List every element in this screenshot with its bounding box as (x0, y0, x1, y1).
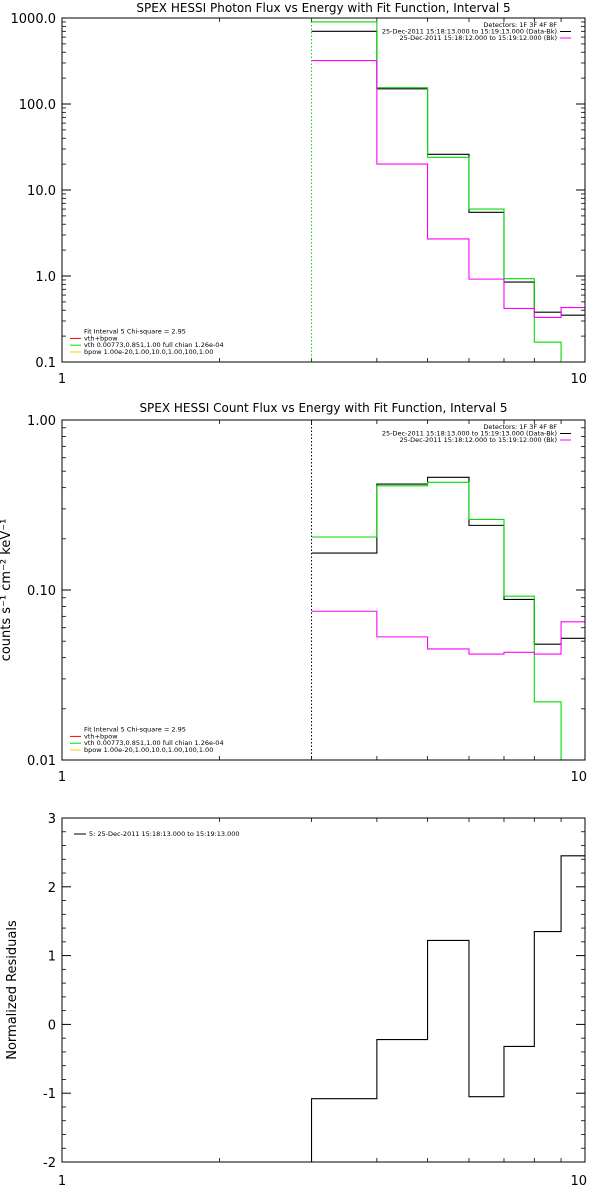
y-tick-label: 2 (48, 881, 56, 896)
series-line-1 (311, 476, 585, 645)
legend-entry: Fit Interval 5 Chi-square = 2.95 (84, 328, 186, 336)
y-axis-label: Normalized Residuals (5, 920, 20, 1060)
chart-title: SPEX HESSI Photon Flux vs Energy with Fi… (136, 1, 510, 15)
y-tick-label: 0.1 (35, 356, 56, 371)
y-tick-label: 10.0 (27, 184, 56, 199)
legend-entry: 25-Dec-2011 15:18:13.000 to 15:19:13.000… (382, 430, 557, 438)
y-tick-label: 0.10 (27, 584, 56, 599)
series-line-3 (311, 610, 585, 655)
chart-title: SPEX HESSI Count Flux vs Energy with Fit… (139, 401, 507, 415)
legend-entry: 25-Dec-2011 15:18:12.000 to 15:19:12.000… (400, 436, 558, 444)
x-tick-label: 1 (58, 372, 66, 387)
y-tick-label: -2 (43, 1156, 56, 1171)
minor-ticks (62, 18, 585, 362)
legend-entry: 25-Dec-2011 15:18:13.000 to 15:19:13.000… (382, 28, 557, 36)
legend-entry: bpow 1.00e-20,1.00,10.0,1.00,100,1.00 (84, 348, 213, 356)
legend-entry: Detectors: 1F 3F 4F 8F (483, 21, 557, 29)
y-tick-label: 1.0 (35, 270, 56, 285)
minor-ticks (62, 818, 585, 1162)
legend-entry: Detectors: 1F 3F 4F 8F (483, 423, 557, 431)
series-line-1 (310, 855, 585, 1162)
series-line-2 (311, 21, 585, 363)
legend-entry: 5: 25-Dec-2011 15:18:13.000 to 15:19:13.… (89, 830, 240, 838)
y-tick-label: 0 (48, 1018, 56, 1033)
legend-entry: 25-Dec-2011 15:18:12.000 to 15:19:12.000… (400, 34, 558, 42)
y-tick-label: 100.0 (19, 98, 56, 113)
x-tick-label: 10 (570, 770, 587, 785)
legend-entry: vth+bpow (84, 732, 118, 740)
series-line-2 (311, 481, 585, 761)
x-tick-label: 1 (58, 1174, 66, 1189)
chart-panel-1: SPEX HESSI Photon Flux vs Energy with Fi… (11, 1, 588, 387)
plot-frame (61, 419, 586, 761)
series-line-1 (311, 30, 585, 316)
x-tick-label: 10 (570, 372, 587, 387)
x-tick-label: 10 (570, 1174, 587, 1189)
series-line-3 (311, 60, 585, 318)
y-axis-label: counts s⁻¹ cm⁻² keV⁻¹ (0, 519, 14, 662)
chart-panel-2: SPEX HESSI Count Flux vs Energy with Fit… (0, 401, 587, 785)
y-tick-label: 1.00 (27, 414, 56, 429)
y-tick-label: 3 (48, 812, 56, 827)
legend-entry: Fit Interval 5 Chi-square = 2.95 (84, 726, 186, 734)
plot-frame (61, 817, 586, 1163)
legend-entry: vth 0.00773,0.851,1.00 full chian 1.26e-… (84, 739, 224, 747)
y-tick-label: 1000.0 (11, 12, 57, 27)
chart-panel-3: Normalized Residuals -2 -1 0 1 2 3 1 10 5: 25-Dec… (5, 812, 587, 1189)
legend-entry: vth 0.00773,0.851,1.00 full chian 1.26e-… (84, 341, 224, 349)
legend-entry: vth+bpow (84, 334, 118, 342)
x-tick-label: 1 (58, 770, 66, 785)
y-tick-label: 0.01 (27, 754, 56, 769)
legend-entry: bpow 1.00e-20,1.00,10.0,1.00,100,1.00 (84, 746, 213, 754)
plot-frame (61, 17, 586, 363)
minor-ticks (62, 420, 585, 760)
y-tick-label: -1 (43, 1087, 56, 1102)
y-tick-label: 1 (48, 950, 56, 965)
